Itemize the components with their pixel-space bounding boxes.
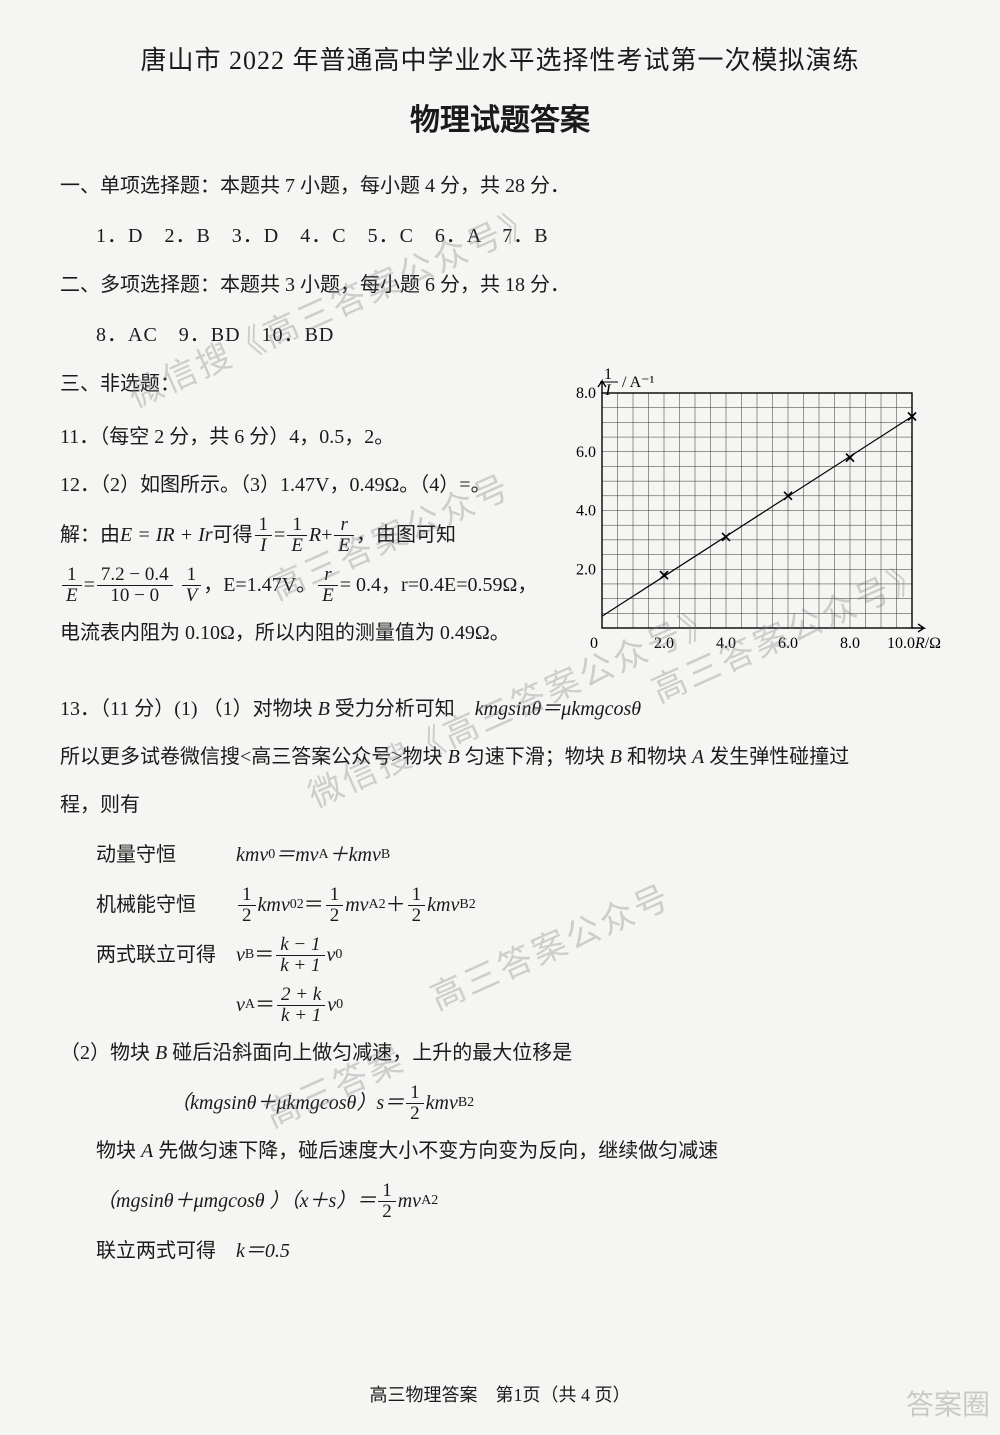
- q13-line3: 程，则有: [60, 785, 940, 825]
- momentum-eq: 动量守恒 kmv0 ＝mvA ＋kmvB: [96, 833, 940, 877]
- q13-part2: （2）物块 B 碰后沿斜面向上做匀减速，上升的最大位移是: [60, 1033, 940, 1073]
- frac: rE: [334, 515, 354, 556]
- q13-lineA: 物块 A 先做匀速下降，碰后速度大小不变方向变为反向，继续做匀减速: [96, 1131, 940, 1171]
- eq: E = IR + Ir: [120, 513, 213, 557]
- final: 联立两式可得 k＝0.5: [96, 1229, 940, 1273]
- vb-eq: 两式联立可得 vB＝ k − 1k + 1 v0: [96, 933, 940, 977]
- eq: R: [309, 513, 321, 557]
- page-subtitle: 物理试题答案: [60, 95, 940, 139]
- frac: 1E: [62, 565, 82, 606]
- frac: 1E: [287, 515, 307, 556]
- text: 解：由: [60, 513, 120, 557]
- xtick: 2.0: [654, 635, 674, 652]
- xtick: 4.0: [716, 635, 736, 652]
- y-num: 1: [604, 366, 612, 383]
- ytick: 4.0: [576, 503, 596, 520]
- va-eq: vA＝ 2 + kk + 1 v0: [236, 983, 940, 1027]
- xtick: 6.0: [778, 635, 798, 652]
- section-2-answers: 8．AC 9．BD 10．BD: [96, 318, 940, 347]
- frac: rE: [318, 565, 338, 606]
- section-1-head: 一、单项选择题：本题共 7 小题，每小题 4 分，共 28 分．: [60, 167, 940, 205]
- y-unit: / A⁻¹: [622, 374, 655, 391]
- xtick: 8.0: [840, 635, 860, 652]
- grid: [602, 393, 912, 628]
- text: = 0.4，r=0.4E=0.59Ω，: [340, 563, 538, 607]
- q13-line2: 所以更多试卷微信搜<高三答案公众号>物块 B 匀速下滑；物块 B 和物块 A 发…: [60, 737, 940, 777]
- section-2-head: 二、多项选择题：本题共 3 小题，每小题 6 分，共 18 分．: [60, 266, 940, 304]
- eq-xs: （mgsinθ＋μmgcosθ ）（x＋s）＝ 12 mvA2: [96, 1179, 940, 1223]
- text: 可得: [213, 513, 253, 557]
- page-title: 唐山市 2022 年普通高中学业水平选择性考试第一次模拟演练: [60, 40, 940, 77]
- ytick: 8.0: [576, 385, 596, 402]
- ytick: 6.0: [576, 444, 596, 461]
- chart-svg: 0 2.0 4.0 6.0 8.0 10.0R/Ω 2.0 4.0 6.0 8.0 1I / A⁻¹: [558, 365, 958, 654]
- page-footer: 高三物理答案 第1页（共 4 页）: [0, 1381, 1000, 1407]
- x-axis-label: 10.0R/Ω: [887, 635, 941, 652]
- frac: 1I: [255, 515, 273, 556]
- frac: 7.2 − 0.410 − 0: [97, 565, 173, 606]
- ytick: 2.0: [576, 561, 596, 578]
- frac: 1V: [182, 565, 202, 606]
- section-1-answers: 1．D 2．B 3．D 4．C 5．C 6．A 7．B: [96, 219, 940, 248]
- text: ，E=1.47V。: [203, 563, 316, 607]
- eq: +: [321, 513, 332, 557]
- y-den: I: [604, 382, 611, 399]
- eq-smax: （kmgsinθ＋μkmgcosθ）s＝ 12 kmvB2: [170, 1081, 940, 1125]
- text: ，由图可知: [356, 513, 456, 557]
- energy-eq: 机械能守恒 12 kmv02 ＝ 12 mvA2 ＋ 12 kmvB2: [96, 883, 940, 927]
- q13-line1: 13．（11 分）(1) （1）对物块 B 受力分析可知 kmgsinθ＝μkm…: [60, 689, 940, 729]
- x-arrow: [912, 624, 924, 632]
- xtick: 0: [590, 635, 598, 652]
- eq: =: [274, 513, 285, 557]
- eq: =: [84, 563, 95, 607]
- chart-container: 0 2.0 4.0 6.0 8.0 10.0R/Ω 2.0 4.0 6.0 8.0 1I / A⁻¹: [558, 365, 958, 659]
